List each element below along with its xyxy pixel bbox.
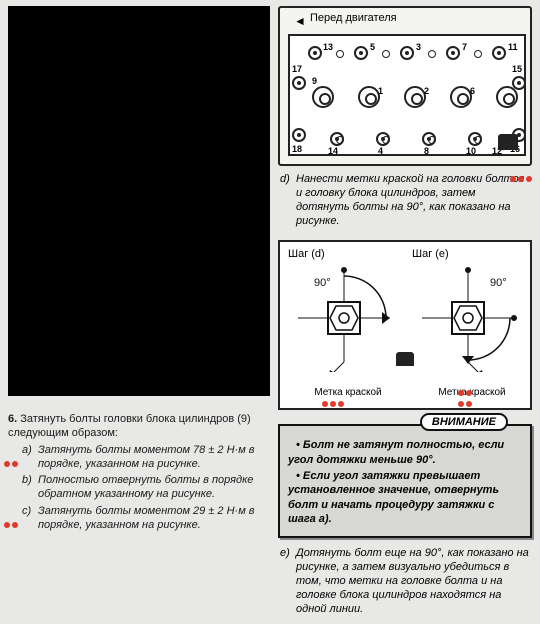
bolt <box>446 46 460 60</box>
red-dots-rot-left <box>322 399 346 410</box>
step-6-text: Затянуть болты головки блока цилиндров (… <box>8 413 251 439</box>
stud <box>428 50 436 58</box>
caption-d: d) Нанести метки краской на головки болт… <box>278 172 532 228</box>
caption-e: e) Дотянуть болт еще на 90°, как показан… <box>278 546 532 616</box>
red-dots-rot-right <box>458 388 478 410</box>
cylinder-hole <box>404 86 426 108</box>
rotation-step-e: Шаг (e) 90° <box>412 248 530 372</box>
photo-placeholder <box>8 6 270 396</box>
attention-body: • Болт не затянут полностью, если угол д… <box>278 424 532 538</box>
cylinder-head-outline: 13 5 3 7 11 17 15 16 9 1 2 6 18 14 4 8 1… <box>288 34 526 156</box>
bolt-num: 15 <box>512 64 522 74</box>
cylinder-hole <box>450 86 472 108</box>
bolt-num: 8 <box>424 146 429 156</box>
right-column: ◄ Перед двигателя 13 5 3 7 11 17 15 1 6 9… <box>278 6 532 616</box>
substep-b: b) Полностью отвернуть болты в порядке о… <box>22 473 270 502</box>
bolt-num: 6 <box>470 86 475 96</box>
bolt <box>292 128 306 142</box>
bolt <box>292 76 306 90</box>
rotation-step-d: Шаг (d) 90° <box>288 248 406 372</box>
front-label: Перед двигателя <box>310 12 397 24</box>
attention-line-2: • Если угол затяжки превышает установлен… <box>288 469 522 526</box>
bolt-num: 2 <box>424 86 429 96</box>
bolt-num: 9 <box>312 76 317 86</box>
stud <box>474 50 482 58</box>
front-arrow-icon: ◄ <box>294 14 306 28</box>
bolt-num: 3 <box>416 42 421 52</box>
rotation-e-svg: 90° <box>412 262 524 372</box>
red-dots-a <box>4 457 20 471</box>
attention-tab: ВНИМАНИЕ <box>420 413 508 431</box>
bolt-num: 11 <box>508 42 518 52</box>
bolt-num: 4 <box>378 146 383 156</box>
attention-line-1: • Болт не затянут полностью, если угол д… <box>288 438 522 467</box>
substep-c: c) Затянуть болты моментом 29 ± 2 Н·м в … <box>22 504 270 533</box>
rotation-d-svg: 90° <box>288 262 400 372</box>
bolt-num: 14 <box>328 146 338 156</box>
bolt <box>400 46 414 60</box>
stud <box>336 50 344 58</box>
step-6-number: 6. <box>8 413 17 425</box>
angle-label: 90° <box>490 277 507 289</box>
diagram-bolt-sequence: ◄ Перед двигателя 13 5 3 7 11 17 15 1 6 9… <box>278 6 532 166</box>
publisher-logo-icon <box>498 134 518 150</box>
bolt-num: 17 <box>292 64 302 74</box>
bolt-num: 18 <box>292 144 302 154</box>
publisher-logo-icon <box>396 352 414 366</box>
stud <box>382 136 390 144</box>
cylinder-hole <box>496 86 518 108</box>
substep-list: a) Затянуть болты моментом 78 ± 2 Н·м в … <box>22 443 270 533</box>
stud <box>336 136 344 144</box>
bolt <box>492 46 506 60</box>
red-dots-c <box>4 518 20 532</box>
diagram-rotation: Шаг (d) 90° Шаг (e) <box>278 240 532 410</box>
bolt-num: 10 <box>466 146 476 156</box>
stud <box>382 50 390 58</box>
stud <box>474 136 482 144</box>
cylinder-hole <box>312 86 334 108</box>
bolt-num: 7 <box>462 42 467 52</box>
stud <box>428 136 436 144</box>
left-column: 6. Затянуть болты головки блока цилиндро… <box>8 6 270 534</box>
bolt <box>512 76 526 90</box>
bolt-num: 1 <box>378 86 383 96</box>
red-dots-d <box>510 174 534 185</box>
angle-label: 90° <box>314 277 331 289</box>
bolt <box>354 46 368 60</box>
substep-a: a) Затянуть болты моментом 78 ± 2 Н·м в … <box>22 443 270 472</box>
attention-box: ВНИМАНИЕ • Болт не затянут полностью, ес… <box>278 424 532 538</box>
paint-mark-label-left: Метка краской <box>298 387 398 398</box>
bolt <box>308 46 322 60</box>
bolt-num: 5 <box>370 42 375 52</box>
bolt-num: 13 <box>323 42 333 52</box>
step-6: 6. Затянуть болты головки блока цилиндро… <box>8 412 270 532</box>
cylinder-hole <box>358 86 380 108</box>
